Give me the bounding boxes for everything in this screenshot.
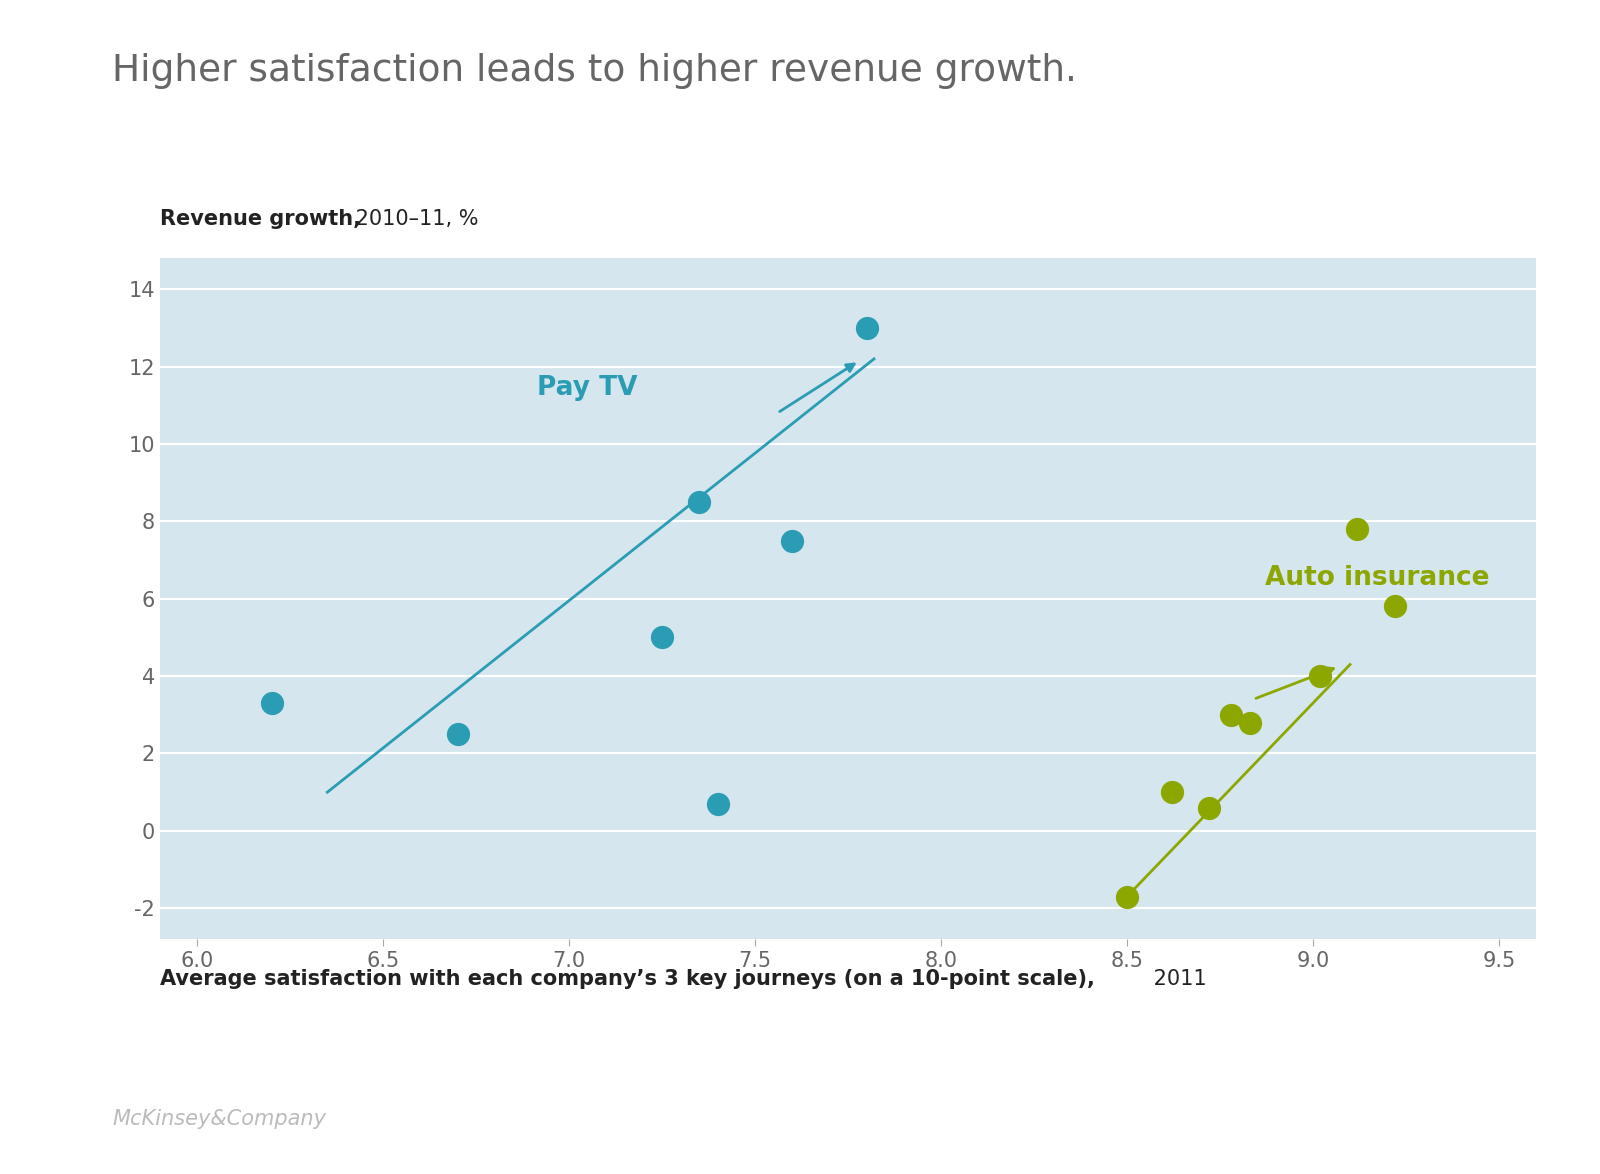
Text: Revenue growth,: Revenue growth, — [160, 209, 362, 229]
Point — [686, 493, 712, 512]
Point — [445, 724, 470, 743]
Text: McKinsey&Company: McKinsey&Company — [112, 1109, 326, 1129]
Text: Higher satisfaction leads to higher revenue growth.: Higher satisfaction leads to higher reve… — [112, 53, 1077, 89]
Text: Average satisfaction with each company’s 3 key journeys (on a 10-point scale),: Average satisfaction with each company’s… — [160, 969, 1094, 989]
Point — [706, 795, 731, 814]
Point — [1218, 706, 1243, 724]
Point — [1158, 783, 1184, 802]
Text: 2010–11, %: 2010–11, % — [349, 209, 478, 229]
Point — [259, 694, 285, 713]
Text: Pay TV: Pay TV — [538, 376, 638, 402]
Point — [1114, 888, 1139, 906]
Point — [650, 628, 675, 647]
Text: Auto insurance: Auto insurance — [1264, 565, 1490, 591]
Text: 2011: 2011 — [1147, 969, 1206, 989]
Point — [854, 318, 880, 337]
Point — [1195, 798, 1221, 817]
Point — [1344, 520, 1370, 539]
Point — [779, 532, 805, 551]
Point — [1307, 667, 1333, 686]
Point — [1382, 598, 1408, 616]
Point — [1237, 713, 1262, 731]
